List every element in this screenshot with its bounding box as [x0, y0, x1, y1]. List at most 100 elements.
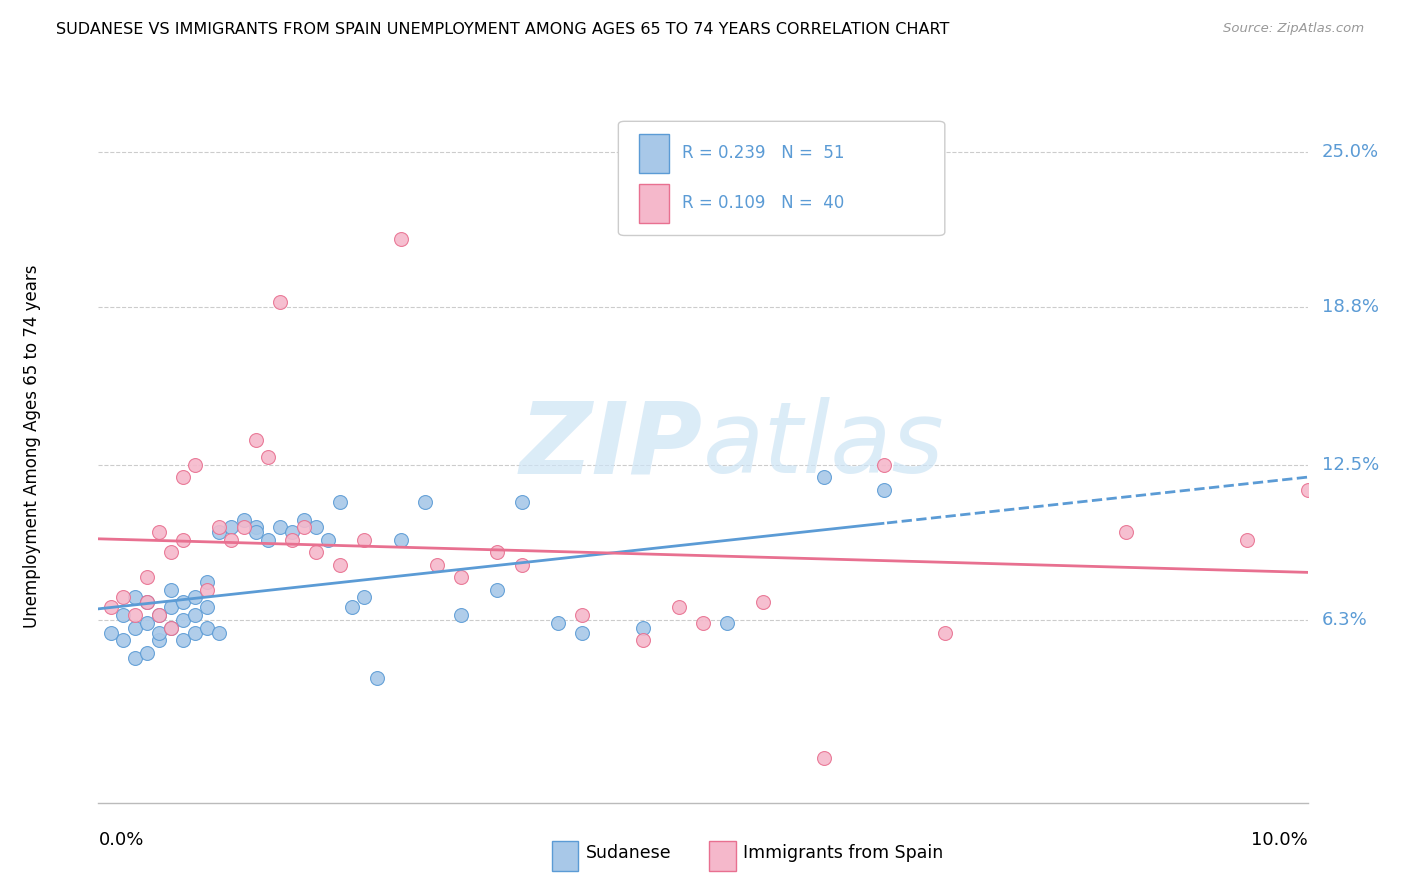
Point [208, 625, 231, 640]
Point [329, 495, 352, 509]
Point [668, 600, 690, 615]
Point [1236, 533, 1258, 547]
Point [752, 595, 775, 609]
Point [100, 625, 122, 640]
Text: 10.0%: 10.0% [1251, 831, 1308, 849]
Point [208, 525, 231, 540]
Point [221, 533, 243, 547]
Point [172, 595, 194, 609]
Point [571, 607, 593, 622]
Point [450, 607, 472, 622]
Point [160, 545, 183, 559]
Point [160, 582, 183, 597]
Point [172, 613, 194, 627]
Point [135, 646, 157, 660]
Text: SUDANESE VS IMMIGRANTS FROM SPAIN UNEMPLOYMENT AMONG AGES 65 TO 74 YEARS CORRELA: SUDANESE VS IMMIGRANTS FROM SPAIN UNEMPL… [56, 22, 949, 37]
Point [195, 575, 218, 590]
Point [571, 625, 593, 640]
Point [256, 450, 278, 465]
Point [135, 595, 157, 609]
Point [135, 615, 157, 630]
Text: ZIP: ZIP [520, 398, 703, 494]
Point [1296, 483, 1319, 497]
Point [292, 513, 315, 527]
Point [281, 525, 304, 540]
Point [195, 582, 218, 597]
Point [160, 600, 183, 615]
Point [245, 520, 267, 534]
Point [160, 621, 183, 635]
Point [631, 621, 654, 635]
Point [305, 520, 328, 534]
Point [184, 625, 207, 640]
Text: Sudanese: Sudanese [586, 844, 671, 862]
Point [148, 633, 170, 648]
Point [366, 671, 388, 685]
Text: 18.8%: 18.8% [1322, 298, 1379, 316]
Point [413, 495, 436, 509]
Text: R = 0.109   N =  40: R = 0.109 N = 40 [682, 194, 845, 212]
Text: 12.5%: 12.5% [1322, 456, 1379, 474]
Point [232, 513, 254, 527]
Text: Unemployment Among Ages 65 to 74 years: Unemployment Among Ages 65 to 74 years [22, 264, 41, 628]
Text: 0.0%: 0.0% [98, 831, 143, 849]
Point [716, 615, 738, 630]
Point [269, 295, 291, 310]
Point [135, 570, 157, 584]
Point [486, 545, 509, 559]
Point [389, 232, 412, 246]
Point [111, 607, 134, 622]
Point [389, 533, 412, 547]
Point [316, 533, 339, 547]
Point [111, 633, 134, 648]
FancyBboxPatch shape [709, 840, 735, 871]
Point [232, 520, 254, 534]
Point [124, 621, 146, 635]
Text: R = 0.239   N =  51: R = 0.239 N = 51 [682, 145, 845, 162]
Point [124, 650, 146, 665]
Point [124, 591, 146, 605]
Text: 6.3%: 6.3% [1322, 611, 1368, 629]
Text: Immigrants from Spain: Immigrants from Spain [742, 844, 943, 862]
Point [510, 558, 533, 572]
FancyBboxPatch shape [619, 121, 945, 235]
FancyBboxPatch shape [638, 184, 669, 223]
Point [135, 595, 157, 609]
Point [184, 607, 207, 622]
Point [353, 591, 375, 605]
Point [148, 625, 170, 640]
Point [281, 533, 304, 547]
Text: Source: ZipAtlas.com: Source: ZipAtlas.com [1223, 22, 1364, 36]
Point [184, 591, 207, 605]
Point [148, 607, 170, 622]
Point [1115, 525, 1137, 540]
Point [184, 458, 207, 472]
Point [100, 600, 122, 615]
Point [547, 615, 569, 630]
Point [426, 558, 449, 572]
Point [269, 520, 291, 534]
Point [111, 591, 134, 605]
Point [172, 533, 194, 547]
Point [353, 533, 375, 547]
Point [195, 600, 218, 615]
Point [245, 433, 267, 447]
Point [692, 615, 714, 630]
Point [124, 607, 146, 622]
Text: 25.0%: 25.0% [1322, 143, 1379, 161]
Point [245, 525, 267, 540]
Point [172, 470, 194, 484]
Point [329, 558, 352, 572]
Point [292, 520, 315, 534]
Point [195, 621, 218, 635]
Point [342, 600, 364, 615]
Point [631, 633, 654, 648]
Point [148, 607, 170, 622]
Text: atlas: atlas [703, 398, 945, 494]
Point [256, 533, 278, 547]
Point [486, 582, 509, 597]
Point [305, 545, 328, 559]
Point [813, 470, 835, 484]
Point [873, 458, 896, 472]
Point [813, 750, 835, 764]
